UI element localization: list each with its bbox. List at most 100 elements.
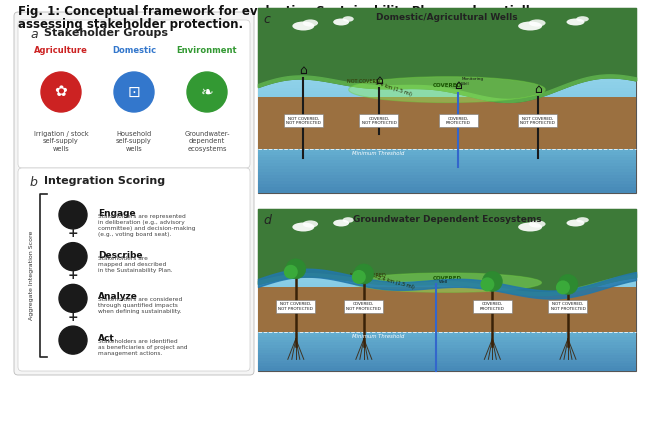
Bar xyxy=(258,358,636,361)
Bar xyxy=(258,190,636,193)
Bar xyxy=(258,225,636,227)
Text: b: b xyxy=(30,176,38,189)
Bar xyxy=(258,232,636,235)
Bar xyxy=(258,250,636,253)
Ellipse shape xyxy=(576,16,589,22)
Ellipse shape xyxy=(342,217,353,223)
FancyBboxPatch shape xyxy=(14,12,254,375)
Bar xyxy=(258,40,636,43)
Text: +: + xyxy=(68,227,78,240)
Ellipse shape xyxy=(303,220,318,227)
Bar xyxy=(258,366,636,368)
Bar xyxy=(258,178,636,181)
FancyBboxPatch shape xyxy=(258,8,636,193)
Bar xyxy=(258,332,636,335)
Bar xyxy=(258,85,636,88)
Bar xyxy=(258,91,636,94)
Bar xyxy=(258,94,636,97)
Text: d: d xyxy=(263,214,271,227)
Bar xyxy=(258,35,636,37)
Circle shape xyxy=(556,280,570,294)
Text: +: + xyxy=(68,269,78,282)
Ellipse shape xyxy=(353,273,542,292)
Bar xyxy=(258,26,636,29)
Text: ~2.4 km (1.5 mi): ~2.4 km (1.5 mi) xyxy=(372,79,413,96)
Text: Analyze: Analyze xyxy=(98,292,138,301)
Circle shape xyxy=(286,259,306,279)
Text: ~2.4 km (1.5 mi): ~2.4 km (1.5 mi) xyxy=(373,274,415,290)
Text: Groundwater Dependent Ecosystems: Groundwater Dependent Ecosystems xyxy=(353,215,541,224)
Bar xyxy=(258,158,636,161)
Bar xyxy=(258,253,636,256)
Circle shape xyxy=(59,243,87,271)
Text: Aggregate Integration Score: Aggregate Integration Score xyxy=(30,231,34,320)
Bar xyxy=(258,61,636,64)
Circle shape xyxy=(59,201,87,229)
Bar xyxy=(258,348,636,350)
Circle shape xyxy=(187,72,227,112)
Text: Domestic: Domestic xyxy=(112,46,156,55)
FancyBboxPatch shape xyxy=(473,300,512,313)
Bar xyxy=(258,263,636,266)
Bar xyxy=(258,355,636,358)
Text: Stakeholders are represented
in deliberation (e.g., advisory
committee) and deci: Stakeholders are represented in delibera… xyxy=(98,214,195,237)
Bar xyxy=(258,37,636,40)
Bar xyxy=(258,43,636,46)
Bar xyxy=(258,353,636,355)
Bar xyxy=(258,209,636,212)
Text: NOT COVERED: NOT COVERED xyxy=(346,79,382,84)
Bar xyxy=(258,155,636,158)
Bar xyxy=(258,214,636,217)
Circle shape xyxy=(352,270,366,284)
Bar xyxy=(258,248,636,250)
Bar xyxy=(258,70,636,73)
Bar xyxy=(258,49,636,52)
Bar xyxy=(258,350,636,353)
Bar xyxy=(258,361,636,363)
Bar xyxy=(258,287,636,332)
Bar xyxy=(258,337,636,340)
Bar xyxy=(258,219,636,222)
Text: ⌂: ⌂ xyxy=(375,74,383,87)
Bar xyxy=(258,14,636,17)
Text: NOT COVERED,
NOT PROTECTED: NOT COVERED, NOT PROTECTED xyxy=(521,117,555,125)
Bar xyxy=(258,279,636,282)
Circle shape xyxy=(481,277,494,291)
Text: Minimum Threshold: Minimum Threshold xyxy=(353,334,405,339)
Bar xyxy=(258,256,636,258)
Bar xyxy=(258,167,636,169)
FancyBboxPatch shape xyxy=(258,209,636,371)
Bar xyxy=(258,76,636,79)
Text: Household
self-supply
wells: Household self-supply wells xyxy=(116,131,152,152)
Bar xyxy=(258,32,636,35)
Bar xyxy=(258,8,636,11)
FancyBboxPatch shape xyxy=(548,300,588,313)
Text: NOT COVERED,
NOT PROTECTED: NOT COVERED, NOT PROTECTED xyxy=(551,302,586,311)
Text: ❧: ❧ xyxy=(201,84,213,100)
Text: Engage: Engage xyxy=(98,209,135,218)
Bar xyxy=(258,52,636,55)
Text: c: c xyxy=(263,13,270,26)
FancyBboxPatch shape xyxy=(284,115,323,127)
Text: COVERED,
NOT PROTECTED: COVERED, NOT PROTECTED xyxy=(346,302,381,311)
Bar xyxy=(258,282,636,284)
Bar xyxy=(258,368,636,371)
Ellipse shape xyxy=(576,217,589,223)
Bar xyxy=(258,82,636,85)
FancyBboxPatch shape xyxy=(276,300,315,313)
Circle shape xyxy=(59,285,87,312)
Bar xyxy=(258,240,636,243)
Ellipse shape xyxy=(566,18,584,26)
Text: Act: Act xyxy=(98,334,115,343)
Bar xyxy=(258,172,636,175)
Bar xyxy=(258,58,636,61)
Bar xyxy=(258,184,636,187)
Bar xyxy=(258,169,636,172)
Text: Agriculture: Agriculture xyxy=(34,46,88,55)
Circle shape xyxy=(354,264,374,284)
Bar xyxy=(258,343,636,345)
Bar xyxy=(258,152,636,155)
Bar xyxy=(258,245,636,248)
Ellipse shape xyxy=(303,20,318,26)
Text: NOT COVERED,
NOT PROTECTED: NOT COVERED, NOT PROTECTED xyxy=(279,302,313,311)
